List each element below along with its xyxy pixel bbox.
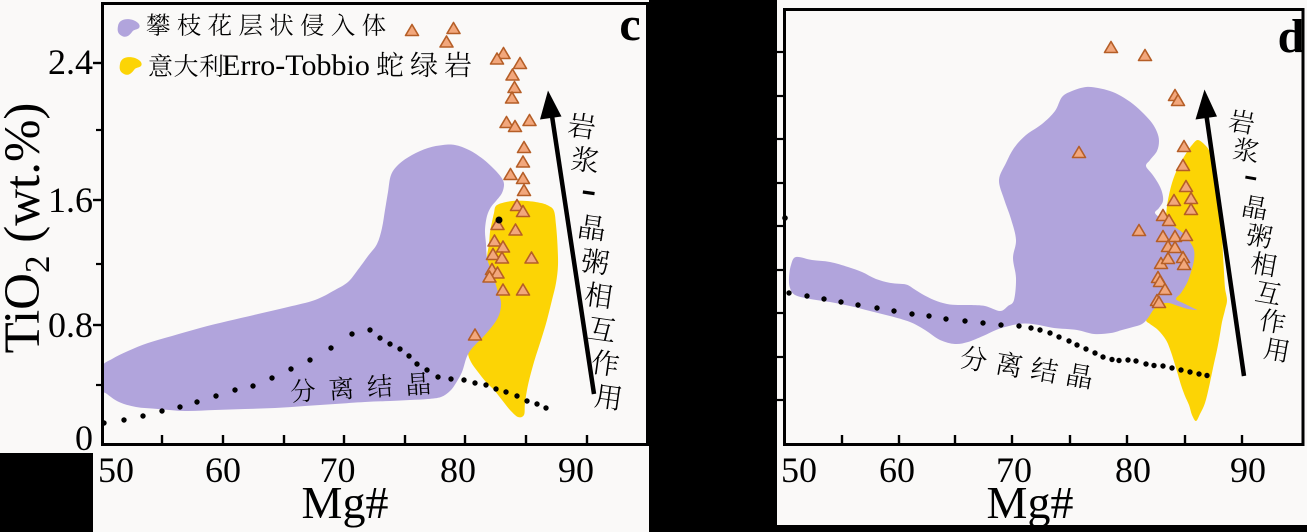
svg-text:d: d — [1278, 10, 1305, 63]
svg-text:Mg#: Mg# — [987, 477, 1074, 528]
svg-text:50: 50 — [98, 450, 134, 490]
svg-text:50: 50 — [781, 450, 817, 490]
svg-text:70: 70 — [320, 450, 356, 490]
svg-text:Erro-Tobbio: Erro-Tobbio — [222, 49, 370, 82]
svg-text:1.6: 1.6 — [48, 180, 93, 220]
svg-text:90: 90 — [1230, 450, 1266, 490]
svg-text:80: 80 — [440, 450, 476, 490]
svg-text:TiO2 (wt.%): TiO2 (wt.%) — [0, 103, 57, 354]
svg-text:80: 80 — [1115, 450, 1151, 490]
svg-text:0: 0 — [75, 418, 93, 458]
svg-text:90: 90 — [558, 450, 594, 490]
svg-text:60: 60 — [205, 450, 241, 490]
svg-text:2.4: 2.4 — [48, 42, 93, 82]
svg-text:Mg#: Mg# — [302, 477, 389, 528]
svg-text:60: 60 — [879, 450, 915, 490]
svg-text:c: c — [619, 0, 640, 51]
svg-text:70: 70 — [996, 450, 1032, 490]
svg-text:0.8: 0.8 — [48, 305, 93, 345]
